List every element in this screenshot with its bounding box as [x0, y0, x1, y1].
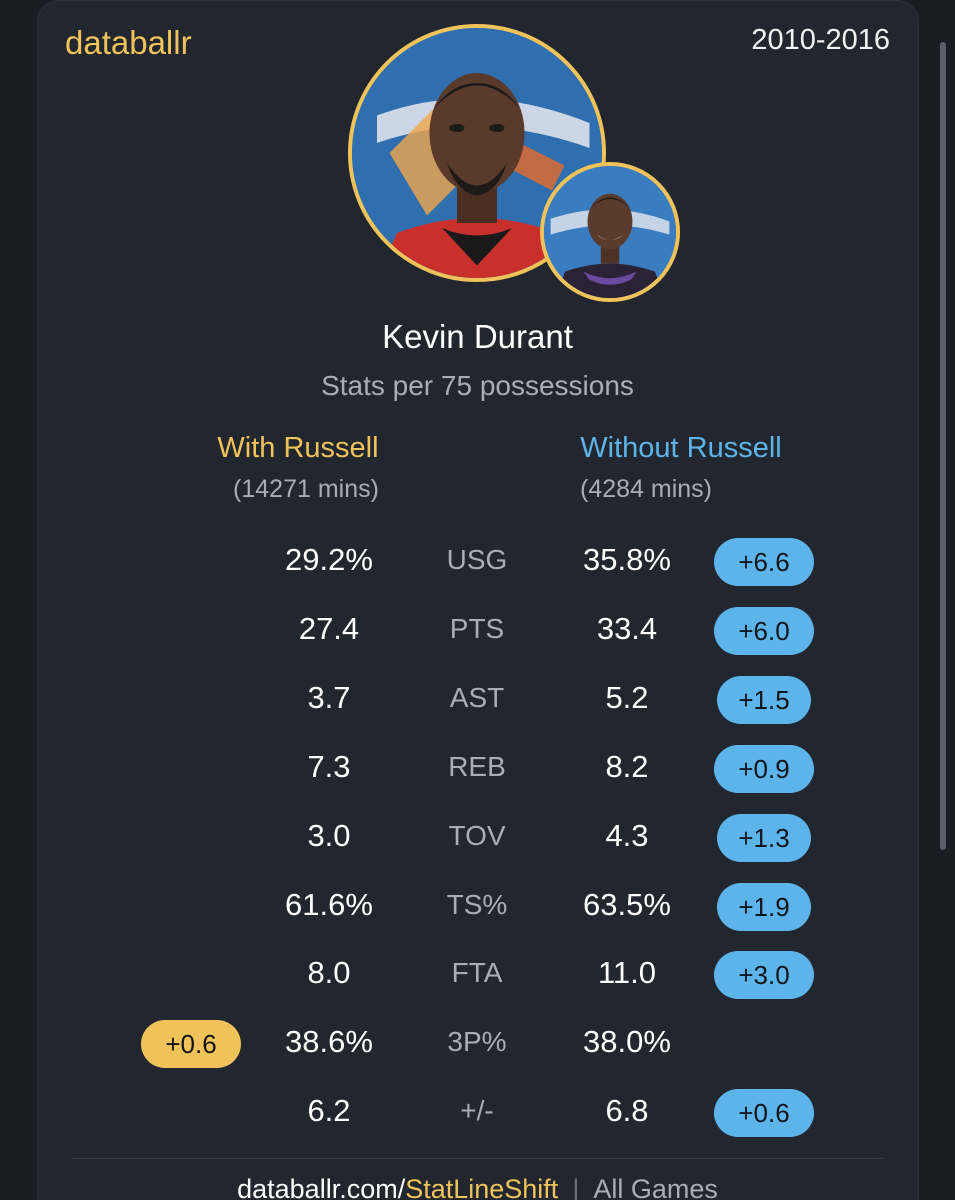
diff-badge: +1.3	[717, 814, 811, 862]
stat-label: REB	[448, 751, 506, 782]
without-value: 33.4	[596, 611, 658, 646]
without-value: 38.0%	[583, 1024, 671, 1059]
with-column-header: With Russell	[217, 432, 379, 464]
without-column-header: Without Russell	[580, 432, 782, 464]
scrollbar[interactable]	[940, 42, 946, 850]
stats-subtitle: Stats per 75 possessions	[321, 370, 634, 401]
stat-row-ast: 3.7 AST 5.2 +1.5	[0, 670, 955, 726]
stat-label: FTA	[451, 957, 503, 988]
season-range: 2010-2016	[751, 24, 890, 56]
footer: databallr.com/StatLineShift | All Games	[0, 1174, 955, 1200]
diff-badge: +0.6	[714, 1089, 814, 1137]
without-value: 35.8%	[583, 542, 671, 577]
stat-label: TOV	[448, 820, 506, 851]
teammate-photo-icon	[544, 166, 676, 298]
with-value: 38.6%	[285, 1024, 373, 1059]
with-column-minutes: (14271 mins)	[233, 475, 379, 503]
without-value: 6.8	[605, 1093, 649, 1128]
diff-badge: +6.6	[714, 538, 814, 586]
with-value: 27.4	[298, 611, 360, 646]
stat-row-reb: 7.3 REB 8.2 +0.9	[0, 739, 955, 795]
without-value: 63.5%	[583, 887, 671, 922]
footer-divider	[72, 1158, 884, 1159]
with-value: 3.0	[307, 818, 351, 853]
diff-badge: +1.9	[717, 883, 811, 931]
with-value: 61.6%	[285, 887, 373, 922]
stat-label: +/-	[460, 1095, 494, 1126]
without-value: 8.2	[605, 749, 649, 784]
with-value: 29.2%	[285, 542, 373, 577]
diff-badge: +6.0	[714, 607, 814, 655]
footer-filter: All Games	[593, 1174, 718, 1200]
stat-label: 3P%	[447, 1026, 507, 1057]
player-name: Kevin Durant	[382, 318, 573, 355]
teammate-avatar	[540, 162, 680, 302]
stat-row-pts: 27.4 PTS 33.4 +6.0	[0, 601, 955, 657]
with-value: 3.7	[307, 680, 351, 715]
without-value: 5.2	[605, 680, 649, 715]
without-value: 11.0	[597, 955, 657, 990]
stat-row-usg: 29.2% USG 35.8% +6.6	[0, 532, 955, 588]
footer-link[interactable]: StatLineShift	[405, 1174, 559, 1200]
stat-label: PTS	[449, 613, 505, 644]
diff-badge: +1.5	[717, 676, 811, 724]
stat-row-ts: 61.6% TS% 63.5% +1.9	[0, 877, 955, 933]
without-column-minutes: (4284 mins)	[580, 475, 712, 503]
stat-row-fta: 8.0 FTA 11.0 +3.0	[0, 945, 955, 1001]
stat-label: USG	[446, 544, 508, 575]
diff-badge: +3.0	[714, 951, 814, 999]
with-value: 8.0	[307, 955, 351, 990]
stat-label: TS%	[446, 889, 508, 920]
without-value: 4.3	[605, 818, 649, 853]
footer-separator: |	[572, 1174, 580, 1200]
stat-row-plus-minus: 6.2 +/- 6.8 +0.6	[0, 1083, 955, 1139]
diff-badge: +0.6	[141, 1020, 241, 1068]
with-value: 6.2	[307, 1093, 351, 1128]
stat-row-3p: +0.6 38.6% 3P% 38.0%	[0, 1014, 955, 1070]
stat-label: AST	[449, 682, 505, 713]
brand-logo[interactable]: databallr	[65, 24, 192, 61]
diff-badge: +0.9	[714, 745, 814, 793]
footer-site[interactable]: databallr.com/	[237, 1174, 406, 1200]
stat-row-tov: 3.0 TOV 4.3 +1.3	[0, 808, 955, 864]
with-value: 7.3	[307, 749, 351, 784]
